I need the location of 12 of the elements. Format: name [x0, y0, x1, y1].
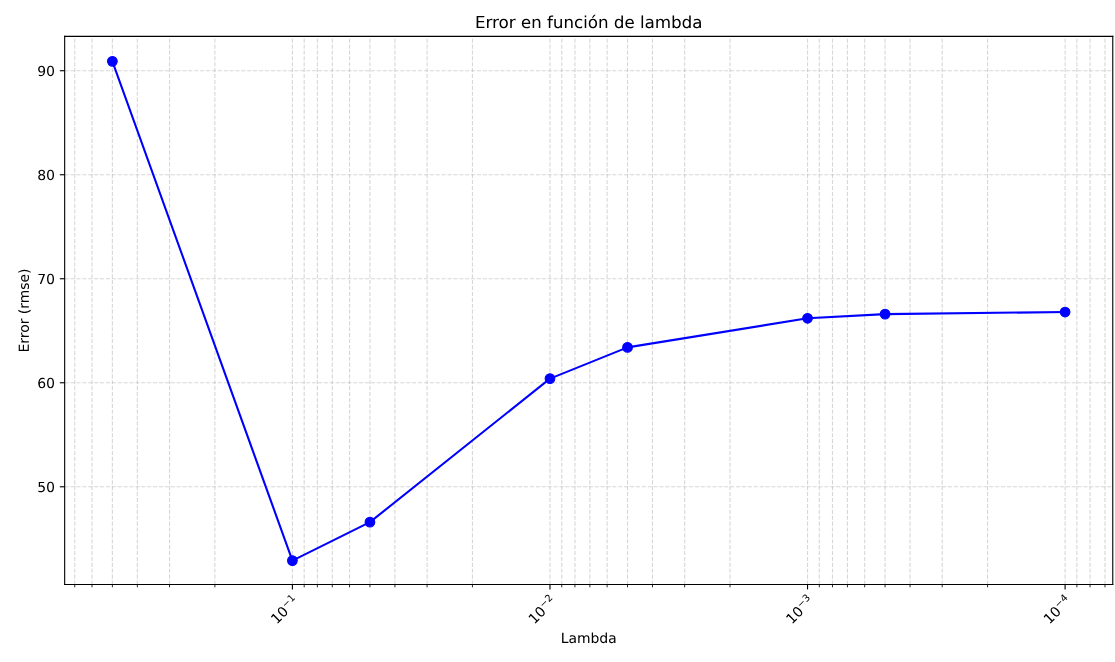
y-tick-label: 70 — [38, 273, 55, 285]
x-tick-label: 10$^{−4}$ — [1041, 593, 1072, 624]
x-tick-label: 10$^{−2}$ — [526, 593, 557, 624]
y-tick-label: 50 — [38, 481, 55, 493]
y-tick-label: 90 — [38, 65, 55, 77]
y-tick-label: 80 — [38, 169, 55, 181]
chart-title: Error en función de lambda — [476, 14, 701, 29]
x-tick-label: 10$^{−1}$ — [269, 593, 299, 624]
x-axis-title: Lambda — [562, 632, 616, 644]
y-tick-label: 60 — [38, 377, 55, 389]
x-tick-label: 10$^{−3}$ — [784, 593, 815, 624]
y-axis-title: Error (rmse) — [18, 269, 31, 352]
